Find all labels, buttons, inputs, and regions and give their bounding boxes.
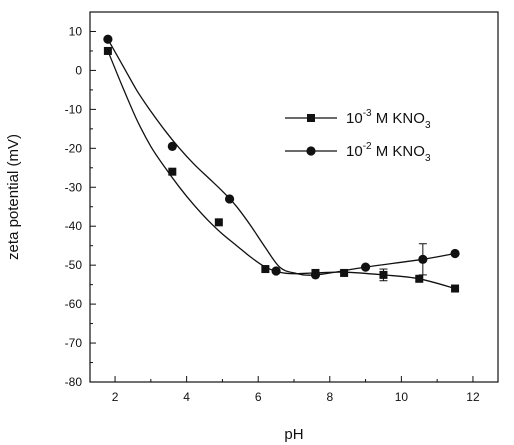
data-point-square xyxy=(103,46,112,55)
y-tick-label: -50 xyxy=(65,258,83,272)
y-tick-label: 0 xyxy=(75,63,82,77)
y-tick-label: -30 xyxy=(65,180,83,194)
legend: 10-3 M KNO3 10-2 M KNO3 xyxy=(285,108,431,164)
x-tick-label: 6 xyxy=(255,390,262,404)
y-tick-label: -20 xyxy=(65,141,83,155)
data-point-circle xyxy=(310,270,321,280)
legend-label: 10-3 M KNO3 xyxy=(346,108,431,131)
data-point-square xyxy=(261,265,270,274)
series-curves xyxy=(107,38,456,290)
data-markers xyxy=(103,34,460,293)
y-tick-label: -40 xyxy=(65,219,83,233)
data-point-square xyxy=(379,270,388,279)
data-point-circle xyxy=(450,248,460,259)
y-tick-label: -70 xyxy=(65,336,83,350)
series-curve-square xyxy=(107,50,456,290)
data-point-circle xyxy=(418,254,428,264)
x-tick-label: 12 xyxy=(466,390,480,404)
data-point-circle xyxy=(224,194,235,204)
data-point-square xyxy=(451,284,460,293)
data-point-square xyxy=(340,268,349,277)
x-tick-label: 8 xyxy=(326,390,333,404)
y-axis-label: zeta potential (mV) xyxy=(5,134,22,260)
data-point-circle xyxy=(271,266,281,276)
data-point-circle xyxy=(360,262,371,272)
legend-label: 10-2 M KNO3 xyxy=(346,141,431,164)
x-axis-label: pH xyxy=(284,426,303,443)
data-point-square xyxy=(214,218,223,227)
legend-item: 10-3 M KNO3 xyxy=(285,108,431,131)
x-tick-label: 4 xyxy=(183,390,190,404)
y-tick-label: -10 xyxy=(65,102,83,116)
data-point-circle xyxy=(103,34,113,44)
y-tick-label: -80 xyxy=(65,375,83,389)
data-point-circle xyxy=(167,141,177,151)
axis-ticks: 2 4 6 8 10 12 10 0 -10 -20 -30 -40 -50 -60 -70 -80 xyxy=(65,24,480,404)
x-tick-label: 10 xyxy=(395,390,409,404)
y-tick-label: -60 xyxy=(65,297,83,311)
legend-marker-circle xyxy=(306,146,316,156)
data-point-square xyxy=(168,167,177,176)
data-point-square xyxy=(415,274,424,283)
legend-item: 10-2 M KNO3 xyxy=(285,141,431,164)
y-tick-label: 10 xyxy=(69,24,83,38)
x-tick-label: 2 xyxy=(112,390,119,404)
plot-frame xyxy=(89,11,499,383)
legend-marker-square xyxy=(307,114,315,122)
